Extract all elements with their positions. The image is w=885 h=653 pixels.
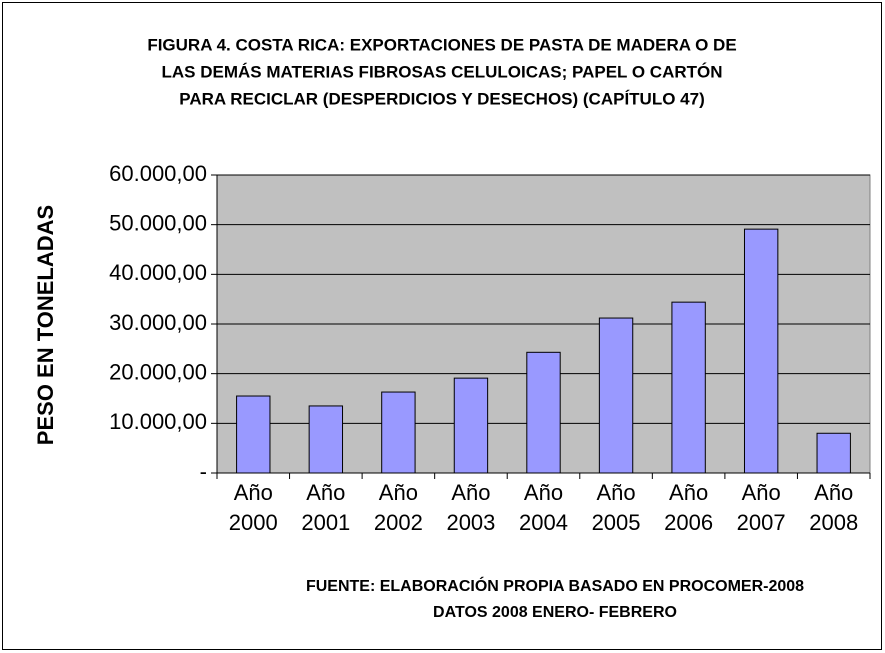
x-tick-label: Año 2000: [228, 480, 278, 535]
chart-title: FIGURA 4. COSTA RICA: EXPORTACIONES DE P…: [147, 35, 736, 54]
x-tick-label: Año 2004: [519, 480, 568, 535]
source-note: FUENTE: ELABORACIÓN PROPIA BASADO EN PRO…: [306, 576, 804, 595]
bar: [308, 405, 344, 474]
x-tick-label: Año 2007: [736, 480, 786, 535]
y-tick-label: 30.000,00: [109, 310, 207, 335]
y-tick-label: 40.000,00: [109, 260, 207, 285]
bar: [598, 317, 634, 474]
chart-title: LAS DEMÁS MATERIAS FIBROSAS CELULOICAS; …: [161, 62, 722, 81]
y-tick-label: 50.000,00: [109, 210, 207, 235]
y-tick-label: 60.000,00: [109, 161, 207, 186]
chart-title: PARA RECICLAR (DESPERDICIOS Y DESECHOS) …: [179, 89, 705, 108]
x-tick-label: Año 2005: [591, 480, 641, 535]
bar: [743, 228, 779, 474]
x-tick-label: Año 2003: [446, 480, 496, 535]
x-tick-label: Año 2006: [664, 480, 714, 535]
bar: [671, 301, 706, 474]
bar: [453, 377, 489, 474]
x-tick-label: Año 2008: [809, 480, 859, 535]
bar: [381, 391, 416, 474]
bar: [816, 432, 851, 474]
y-tick-label: 10.000,00: [109, 409, 207, 434]
source-note: DATOS 2008 ENERO- FEBRERO: [433, 604, 677, 621]
y-tick-label: -: [200, 459, 207, 484]
bar: [236, 395, 271, 474]
x-tick-label: Año 2001: [301, 480, 351, 535]
bar: [526, 351, 561, 474]
x-tick-label: Año 2002: [373, 480, 423, 535]
y-axis-label: PESO EN TONELADAS: [33, 205, 58, 445]
y-tick-label: 20.000,00: [109, 359, 207, 384]
